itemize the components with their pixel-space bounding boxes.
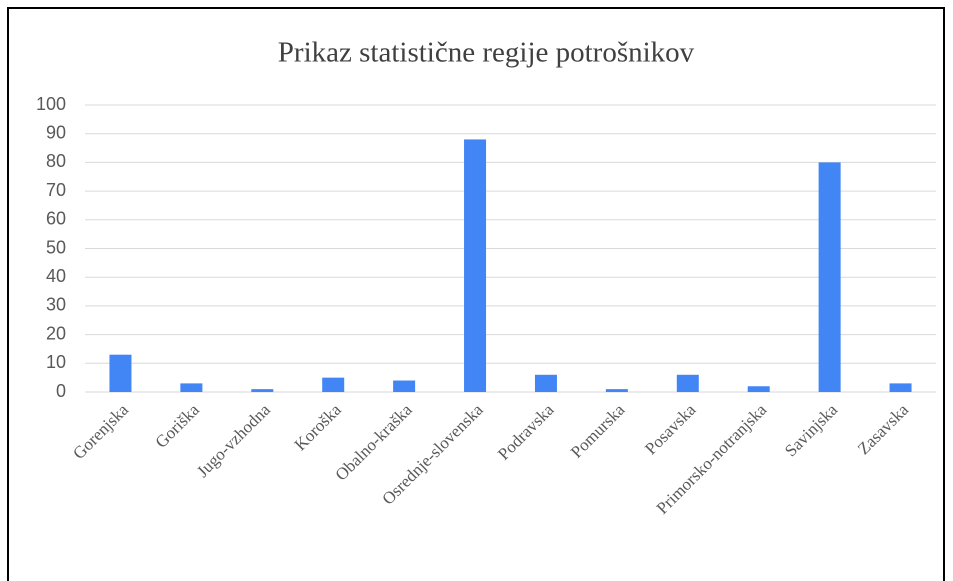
x-tick-label: Pomurska xyxy=(567,400,629,462)
bar xyxy=(889,383,912,392)
x-tick-label: Savinjska xyxy=(781,400,842,461)
bar xyxy=(605,389,628,392)
x-tick-label: Zasavska xyxy=(854,400,912,458)
y-tick-label: 80 xyxy=(46,151,66,171)
y-tick-label: 70 xyxy=(46,180,66,200)
y-tick-label: 90 xyxy=(46,122,66,142)
bar xyxy=(251,389,274,392)
x-tick-label: Goriška xyxy=(151,400,203,452)
bar xyxy=(109,354,132,392)
x-tick-label: Koroška xyxy=(291,400,345,454)
x-tick-label: Posavska xyxy=(641,400,699,458)
y-tick-label: 30 xyxy=(46,295,66,315)
y-tick-label: 100 xyxy=(36,94,66,114)
bar xyxy=(180,383,203,392)
y-tick-label: 10 xyxy=(46,352,66,372)
bar xyxy=(322,377,345,392)
bar xyxy=(464,139,487,392)
chart-frame xyxy=(7,7,945,581)
x-tick-label: Podravska xyxy=(494,400,558,464)
y-tick-label: 60 xyxy=(46,209,66,229)
bar xyxy=(534,374,557,392)
bar xyxy=(747,386,770,392)
y-tick-label: 0 xyxy=(56,381,66,401)
bar xyxy=(818,162,841,392)
x-tick-label: Gorenjska xyxy=(69,400,132,463)
y-tick-label: 50 xyxy=(46,237,66,257)
bar xyxy=(393,380,416,392)
bar xyxy=(676,374,699,392)
chart-title: Prikaz statistične regije potrošnikov xyxy=(278,37,695,69)
y-tick-label: 40 xyxy=(46,266,66,286)
x-tick-label: Jugo-vzhodna xyxy=(193,400,274,481)
y-tick-label: 20 xyxy=(46,323,66,343)
